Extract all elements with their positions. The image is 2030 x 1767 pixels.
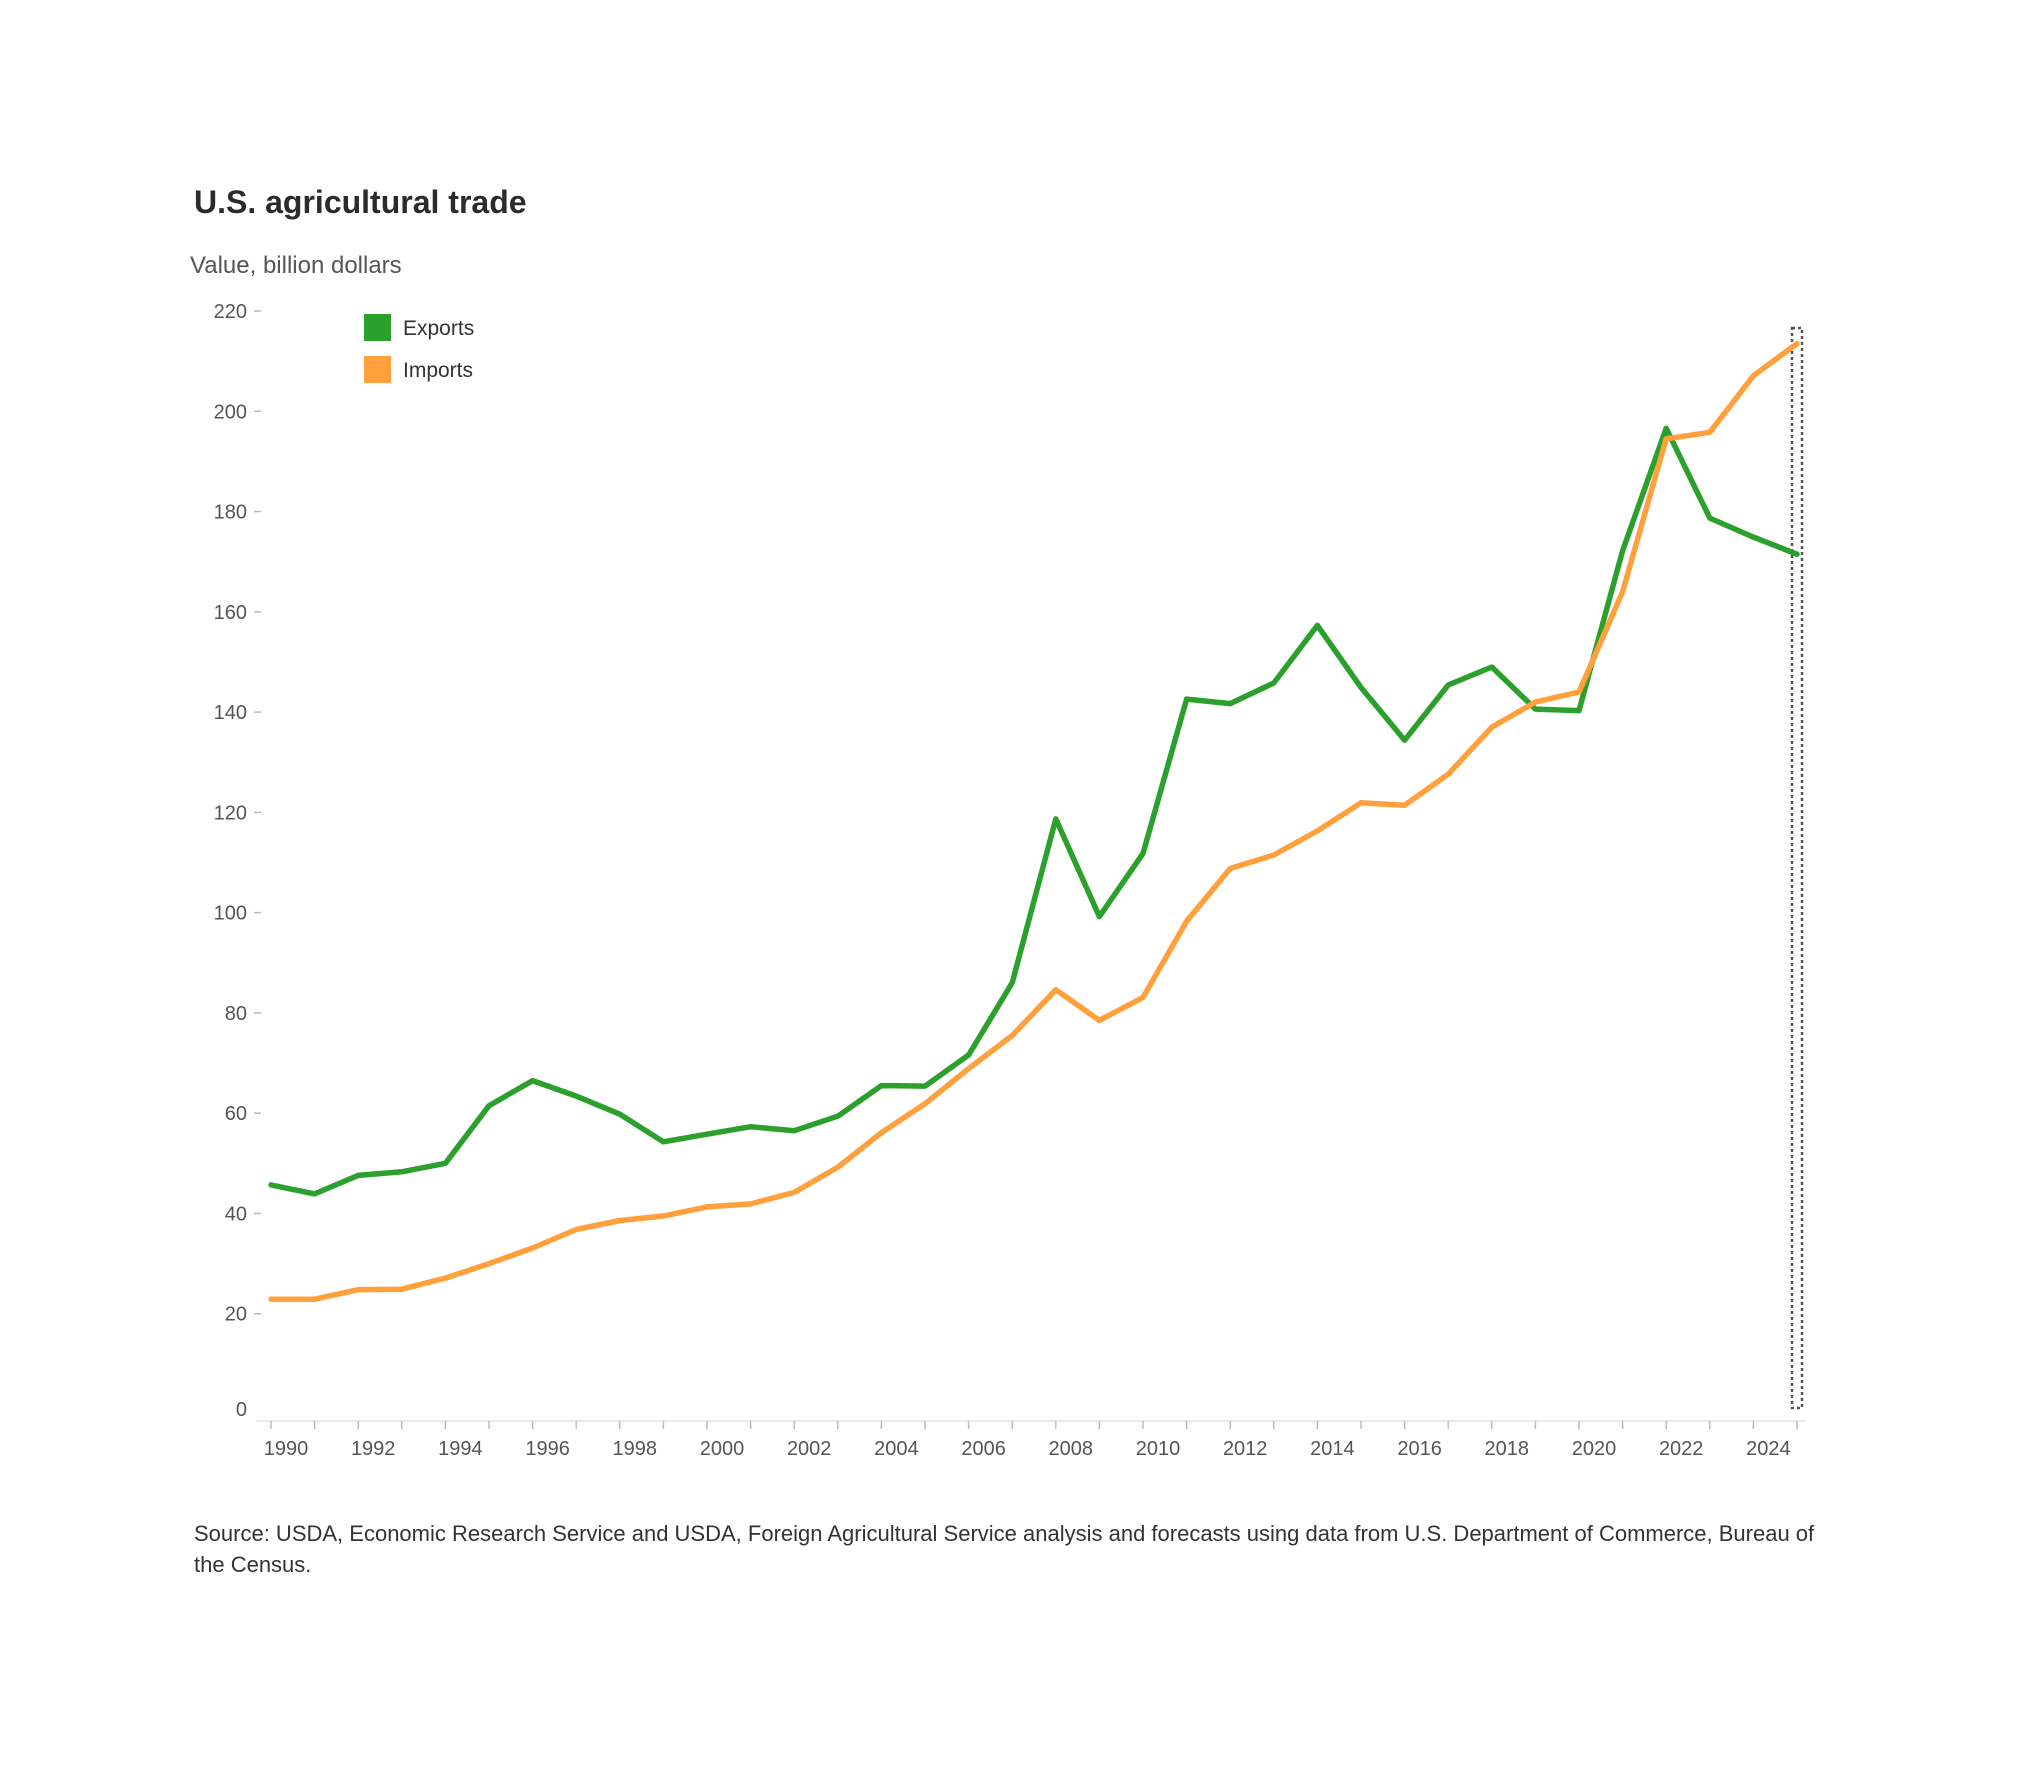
x-tick-label: 2002 (787, 1438, 832, 1460)
x-tick-label: 1992 (351, 1438, 396, 1460)
series-line-imports[interactable] (268, 340, 1800, 1302)
y-tick-label: 200 (214, 401, 247, 423)
y-tick-label: 60 (225, 1103, 247, 1125)
forecast-marker (1790, 326, 1804, 1410)
y-tick-label: 160 (214, 602, 247, 624)
legend-swatch-exports[interactable] (364, 314, 391, 341)
series-line-exports[interactable] (268, 425, 1800, 1197)
y-tick-label: 20 (225, 1304, 247, 1326)
legend-label-imports[interactable]: Imports (403, 359, 473, 382)
y-tick-label: 80 (225, 1003, 247, 1025)
axes: 0 20 40 60 80 100 120 140 160 180 200 220 1990 1992 19… (214, 301, 1806, 1460)
y-tick-label: 120 (214, 802, 247, 824)
x-tick-label: 1996 (525, 1438, 570, 1460)
y-tick-label: 0 (236, 1399, 247, 1421)
legend-swatch-imports[interactable] (364, 356, 391, 383)
y-tick-label: 40 (225, 1203, 247, 1225)
x-tick-label: 2014 (1310, 1438, 1355, 1460)
y-axis-label: Value, billion dollars (190, 252, 402, 279)
legend: Exports Imports (364, 314, 474, 383)
y-tick-label: 180 (214, 502, 247, 524)
x-tick-label: 2000 (700, 1438, 745, 1460)
chart-title: U.S. agricultural trade (194, 184, 527, 220)
x-tick-label: 1998 (613, 1438, 658, 1460)
x-tick-label: 2008 (1049, 1438, 1094, 1460)
x-tick-label: 2006 (961, 1438, 1006, 1460)
x-tick-label: 2004 (874, 1438, 919, 1460)
y-tick-label: 140 (214, 702, 247, 724)
x-tick-label: 2024 (1746, 1438, 1791, 1460)
series-lines (268, 340, 1800, 1302)
x-tick-label: 2010 (1136, 1438, 1181, 1460)
forecast-highlight-box[interactable] (1790, 326, 1804, 1410)
x-tick-label: 2022 (1659, 1438, 1704, 1460)
y-tick-label: 220 (214, 301, 247, 323)
x-tick-label: 2012 (1223, 1438, 1268, 1460)
x-tick-label: 2016 (1397, 1438, 1442, 1460)
source-note: Source: USDA, Economic Research Service … (194, 1521, 1815, 1577)
x-tick-label: 2020 (1572, 1438, 1617, 1460)
x-tick-label: 1994 (438, 1438, 483, 1460)
legend-label-exports[interactable]: Exports (403, 317, 474, 340)
x-tick-label: 1990 (264, 1438, 309, 1460)
x-tick-label: 2018 (1485, 1438, 1530, 1460)
y-tick-label: 100 (214, 903, 247, 925)
